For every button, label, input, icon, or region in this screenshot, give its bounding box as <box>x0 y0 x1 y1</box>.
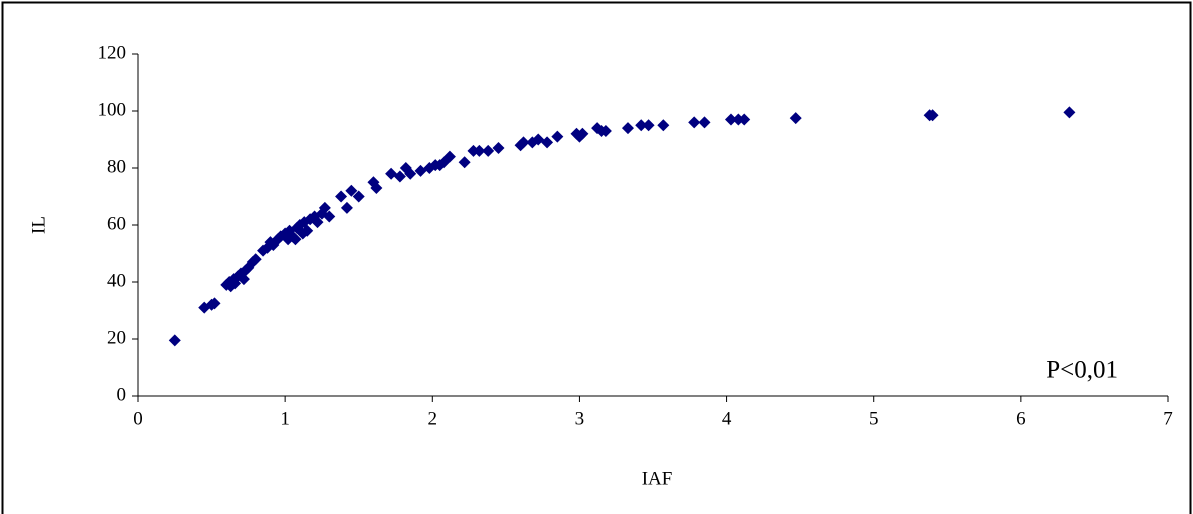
point <box>482 144 495 157</box>
point <box>724 113 737 126</box>
point <box>492 142 505 155</box>
point <box>551 130 564 143</box>
point <box>635 119 648 132</box>
annotation: P<0,01 <box>1046 357 1118 384</box>
point <box>517 136 530 149</box>
point <box>311 216 324 229</box>
point <box>404 167 417 180</box>
x-axis-label: IAF <box>642 468 673 489</box>
point <box>168 334 181 347</box>
point <box>301 224 314 237</box>
point <box>576 127 589 140</box>
x-tick-label: 0 <box>133 408 143 429</box>
x-tick-label: 2 <box>428 408 438 429</box>
point <box>541 136 554 149</box>
point <box>443 150 456 163</box>
point <box>698 116 711 129</box>
point <box>345 184 358 197</box>
point <box>208 297 221 310</box>
point <box>657 119 670 132</box>
x-tick-label: 4 <box>722 408 732 429</box>
x-tick-label: 1 <box>280 408 290 429</box>
y-tick-label: 40 <box>107 270 126 291</box>
point <box>473 144 486 157</box>
y-tick-label: 60 <box>107 213 126 234</box>
point <box>642 119 655 132</box>
point <box>237 273 250 286</box>
point <box>789 112 802 125</box>
y-tick-label: 120 <box>98 42 127 63</box>
y-tick-label: 100 <box>98 99 127 120</box>
point <box>599 124 612 137</box>
y-tick-label: 80 <box>107 156 126 177</box>
y-tick-label: 0 <box>117 384 127 405</box>
x-tick-label: 3 <box>575 408 585 429</box>
point <box>370 181 383 194</box>
x-tick-label: 7 <box>1163 408 1173 429</box>
x-tick-label: 6 <box>1016 408 1026 429</box>
point <box>289 233 302 246</box>
point <box>249 253 262 266</box>
x-tick-label: 5 <box>869 408 879 429</box>
point <box>352 190 365 203</box>
y-axis-label: IL <box>28 216 49 234</box>
point <box>1063 106 1076 119</box>
point <box>335 190 348 203</box>
point <box>926 109 939 122</box>
point <box>621 122 634 135</box>
point <box>318 201 331 214</box>
point <box>323 210 336 223</box>
point <box>340 201 353 214</box>
point <box>393 170 406 183</box>
y-tick-label: 20 <box>107 327 126 348</box>
point <box>458 156 471 169</box>
point <box>738 113 751 126</box>
point <box>688 116 701 129</box>
